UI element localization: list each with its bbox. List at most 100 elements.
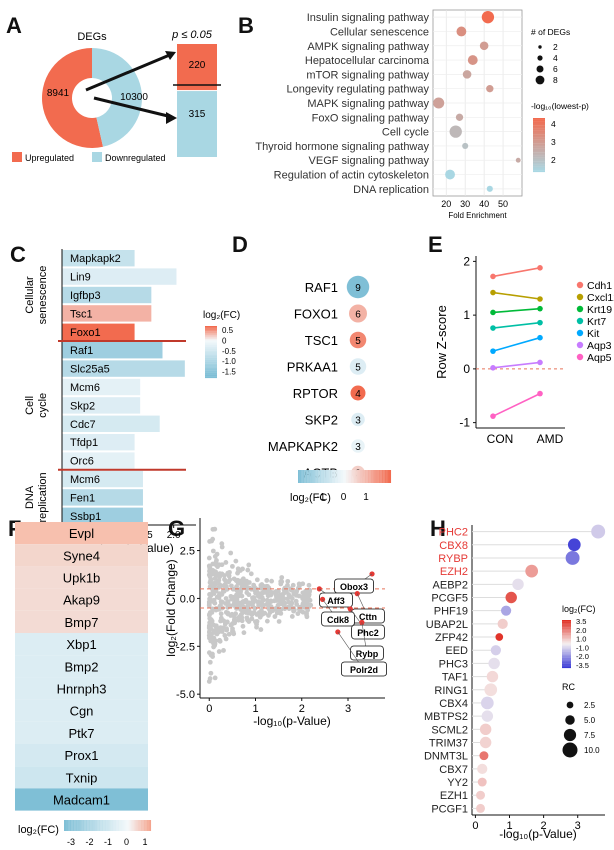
background-point bbox=[207, 539, 213, 544]
panel-d-gene-dots: RAF1 9 FOXO1 6 TSC1 5 PRKAA1 5 RPTOR 4 SKP2 3 MAPKAP… bbox=[268, 275, 392, 504]
color-legend-gradient-step bbox=[533, 170, 545, 173]
legend-gradient-step bbox=[305, 470, 308, 483]
legend-gradient-step bbox=[302, 470, 305, 483]
legend-gradient-step bbox=[103, 820, 105, 831]
legend-gradient-step bbox=[205, 363, 217, 366]
point-label: Obox3 bbox=[340, 582, 368, 592]
background-point bbox=[241, 630, 247, 636]
background-point bbox=[214, 594, 220, 600]
gene-label: PHF19 bbox=[434, 606, 468, 618]
legend-gradient-step bbox=[372, 470, 374, 483]
x-tick-label: 2 bbox=[299, 703, 305, 715]
background-point bbox=[269, 578, 275, 584]
color-legend-gradient-step bbox=[533, 154, 545, 156]
background-point bbox=[278, 579, 284, 584]
legend-gradient-step bbox=[313, 470, 316, 483]
background-point bbox=[285, 578, 291, 584]
legend-gradient-step bbox=[562, 635, 571, 637]
panel-a: DEGs 8941 10300 p ≤ 0.05 220 315 Upregul… bbox=[12, 29, 221, 163]
sig-down-bar bbox=[177, 91, 217, 157]
gene-label: RYBP bbox=[438, 553, 468, 565]
background-point bbox=[214, 571, 220, 577]
enrichment-dot bbox=[455, 113, 464, 121]
background-point bbox=[209, 631, 214, 637]
heatmap-label: Cgn bbox=[70, 704, 94, 719]
legend-label: -1.5 bbox=[222, 368, 236, 377]
legend-swatch-down bbox=[92, 152, 102, 162]
enrichment-dot bbox=[486, 185, 493, 192]
enrichment-dot bbox=[515, 157, 521, 163]
enrichment-dot bbox=[467, 55, 478, 65]
background-point bbox=[212, 675, 218, 681]
point-label: Cdk8 bbox=[327, 615, 349, 625]
lollipop-dot bbox=[481, 696, 494, 710]
legend-gradient-step bbox=[562, 633, 571, 635]
legend-gradient-step bbox=[205, 376, 217, 379]
legend-gradient-step bbox=[90, 820, 92, 831]
background-point bbox=[219, 571, 225, 577]
background-point bbox=[281, 587, 287, 593]
series-point bbox=[537, 359, 543, 366]
background-point bbox=[235, 570, 240, 576]
size-legend-label: 4 bbox=[553, 53, 558, 63]
background-point bbox=[223, 636, 229, 642]
legend-gradient-step bbox=[377, 470, 379, 483]
size-legend-dot bbox=[538, 45, 542, 49]
legend-title: log₂(FC) bbox=[18, 824, 59, 836]
legend-gradient-step bbox=[342, 470, 345, 483]
legend-label: 0 bbox=[124, 837, 129, 847]
label-box bbox=[319, 592, 353, 608]
panel-label-d: D bbox=[232, 232, 248, 257]
heatmap-cell bbox=[15, 588, 148, 611]
lollipop-dot bbox=[565, 550, 580, 565]
group-label: cycle bbox=[37, 393, 49, 418]
point-label: Polr2d bbox=[350, 665, 378, 675]
y-tick-label: 2.5 bbox=[180, 546, 195, 558]
bar bbox=[62, 489, 143, 506]
legend-gradient-step bbox=[381, 470, 384, 483]
gene-dot-value: 9 bbox=[355, 283, 361, 294]
background-point bbox=[259, 599, 265, 605]
background-point bbox=[266, 613, 271, 618]
legend-gradient-step bbox=[205, 361, 217, 363]
series-point bbox=[537, 305, 543, 312]
lollipop-dot bbox=[479, 723, 492, 736]
legend-gradient-step bbox=[145, 820, 147, 831]
legend-gradient-step bbox=[205, 374, 217, 376]
background-point bbox=[216, 605, 222, 611]
heatmap-label: Ptk7 bbox=[68, 726, 94, 741]
legend-gradient-step bbox=[65, 820, 67, 831]
legend-label: 1 bbox=[363, 492, 369, 503]
panel-label-h: H bbox=[430, 516, 446, 541]
background-point bbox=[210, 548, 216, 554]
background-point bbox=[245, 617, 250, 623]
legend-gradient-step bbox=[148, 820, 150, 831]
background-point bbox=[286, 606, 292, 612]
background-point bbox=[252, 597, 258, 603]
bar-label: Foxo1 bbox=[70, 327, 101, 339]
legend-gradient-step bbox=[205, 332, 217, 334]
legend-gradient-step bbox=[353, 470, 356, 483]
bar bbox=[62, 507, 143, 524]
background-point bbox=[223, 596, 229, 601]
legend-title: log₂(FC) bbox=[203, 310, 240, 321]
legend-label: Kit bbox=[587, 328, 599, 340]
legend-gradient-step bbox=[142, 820, 144, 831]
background-point bbox=[266, 604, 272, 610]
legend-gradient-step bbox=[562, 666, 571, 669]
gene-label: TAF1 bbox=[442, 672, 468, 684]
color-legend-gradient-step bbox=[533, 161, 545, 164]
legend-gradient-step bbox=[205, 366, 217, 368]
color-legend-gradient-step bbox=[533, 155, 545, 158]
background-point bbox=[264, 578, 270, 583]
legend-gradient-step bbox=[562, 634, 571, 636]
legend-gradient-step bbox=[369, 470, 371, 483]
legend-gradient-step bbox=[318, 470, 320, 483]
heatmap-cell bbox=[15, 522, 148, 545]
color-legend-gradient-step bbox=[533, 130, 545, 133]
heatmap-label: Upk1b bbox=[63, 571, 101, 586]
series-line bbox=[492, 392, 541, 417]
y-tick-label: 2 bbox=[463, 254, 470, 268]
lollipop-dot bbox=[476, 803, 486, 813]
gene-label: AEBP2 bbox=[433, 579, 468, 591]
